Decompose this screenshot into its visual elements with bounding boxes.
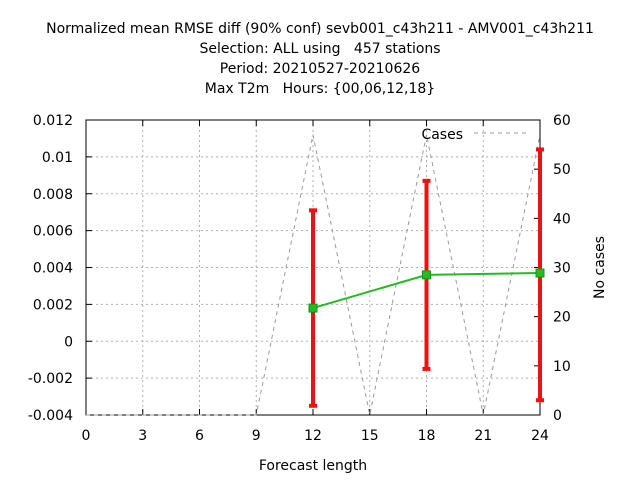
y-tick-label: 0.008 <box>33 187 73 203</box>
chart-title-line-2: Selection: ALL using 457 stations <box>199 41 441 57</box>
legend-label-cases: Cases <box>421 127 463 143</box>
x-tick-label: 21 <box>474 428 492 444</box>
chart-title-line-3: Period: 20210527-20210626 <box>219 61 421 77</box>
y-tick-label: -0.004 <box>28 408 73 424</box>
x-tick-label: 0 <box>82 428 91 444</box>
y-tick-label: -0.002 <box>28 371 73 387</box>
y-tick-label: 0.006 <box>33 224 73 240</box>
x-tick-label: 9 <box>252 428 261 444</box>
y-tick-label: 0.004 <box>33 261 73 277</box>
y2-tick-label: 50 <box>553 162 571 178</box>
y-tick-label: 0.012 <box>33 113 73 129</box>
rmse-diff-point <box>422 270 431 280</box>
y-tick-label: 0.01 <box>42 150 73 166</box>
y2-tick-label: 0 <box>553 408 562 424</box>
y2-axis-label: No cases <box>592 236 608 299</box>
y2-tick-label: 10 <box>553 359 571 375</box>
y2-tick-label: 20 <box>553 310 571 326</box>
x-tick-label: 3 <box>138 428 147 444</box>
y-tick-label: 0.002 <box>33 297 73 313</box>
x-axis-label: Forecast length <box>259 458 367 474</box>
x-tick-label: 12 <box>304 428 322 444</box>
chart-title-line-1: Normalized mean RMSE diff (90% conf) sev… <box>46 21 594 37</box>
y-tick-label: 0 <box>64 334 73 350</box>
x-tick-label: 24 <box>531 428 549 444</box>
y2-tick-label: 30 <box>553 261 571 277</box>
chart-title-line-4: Max T2m Hours: {00,06,12,18} <box>204 81 436 97</box>
x-tick-label: 15 <box>361 428 379 444</box>
rmse-diff-point <box>308 303 318 313</box>
y2-tick-label: 40 <box>553 211 571 227</box>
rmse-diff-point <box>535 268 545 278</box>
y2-tick-label: 60 <box>553 113 571 129</box>
x-tick-label: 6 <box>195 428 204 444</box>
x-tick-label: 18 <box>418 428 436 444</box>
